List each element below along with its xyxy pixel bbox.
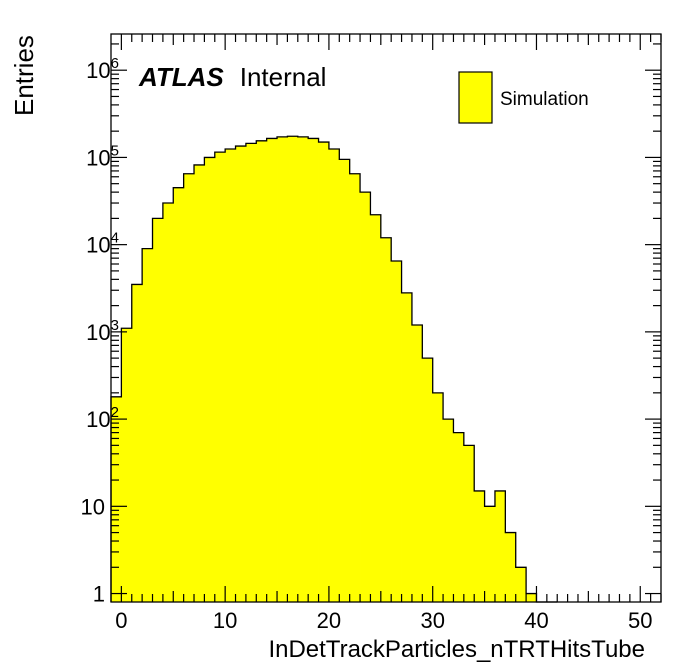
histogram-bar [183,173,195,602]
histogram-bar [111,396,122,602]
histogram-bar [422,358,434,602]
histogram-bar [443,419,454,602]
atlas-label: ATLAS Internal [138,62,326,92]
histogram-bar [287,136,299,602]
histogram-bar [339,159,351,602]
histogram-bar [152,218,164,602]
histogram-bar [515,567,527,602]
legend-swatch [458,71,493,124]
histogram-bar [505,532,517,602]
y-tick-label: 102 [86,404,119,432]
x-tick-label: 0 [115,608,127,633]
histogram-bar [131,284,143,602]
axis-ticks [111,34,662,602]
histogram-bars [111,136,537,603]
x-tick-label: 20 [317,608,341,633]
histogram-bar [204,157,216,602]
histogram-bar [162,203,174,603]
histogram-bar [494,490,506,602]
histogram-bar [360,192,371,602]
histogram-bar [380,237,392,603]
histogram-bar [194,164,205,603]
histogram-bar [432,392,444,602]
histogram-bar [463,445,475,602]
histogram-bar [121,328,133,602]
y-tick-label: 106 [86,55,119,83]
histogram-bar [453,432,465,602]
y-tick-label: 104 [86,230,119,258]
histogram-bar [391,260,402,602]
x-tick-labels: 0 10 20 30 40 50 [115,608,652,633]
histogram-bar [266,138,278,603]
histogram-bar [484,506,496,602]
histogram-bar [245,143,257,602]
histogram-bar [370,214,382,602]
x-tick-label: 30 [420,608,444,633]
histogram-bar [297,136,309,602]
x-tick-label: 50 [628,608,652,633]
plot-frame [110,33,662,603]
x-tick-label: 10 [213,608,237,633]
histogram-bar [235,146,247,602]
histogram-bar [318,142,330,602]
histogram-bar [474,490,485,602]
y-tick-label: 10 [81,494,105,519]
histogram-bar [225,148,236,603]
y-axis-title: Entries [9,35,39,116]
atlas-label-bold: ATLAS [138,62,224,92]
y-tick-label: 103 [86,317,119,345]
histogram-outline [110,135,558,603]
histogram-bar [526,593,537,602]
x-axis-title: InDetTrackParticles_nTRTHitsTube [268,636,645,663]
histogram-bar [308,138,319,603]
histogram-bar [256,140,268,602]
y-tick-label: 1 [93,582,105,607]
histogram-bar [173,187,185,602]
y-tick-label: 105 [86,142,119,170]
histogram-bar [214,152,226,602]
histogram-bar [328,148,340,603]
legend-label: Simulation [500,89,589,110]
histogram-bar [349,173,361,602]
atlas-label-status: Internal [240,62,327,92]
histogram-bar [401,292,413,602]
x-tick-label: 40 [524,608,548,633]
histogram-bar [277,136,288,602]
y-tick-labels: 1 10 102 103 104 105 106 [81,55,119,606]
histogram-bar [411,324,423,602]
histogram-bar [142,248,153,602]
